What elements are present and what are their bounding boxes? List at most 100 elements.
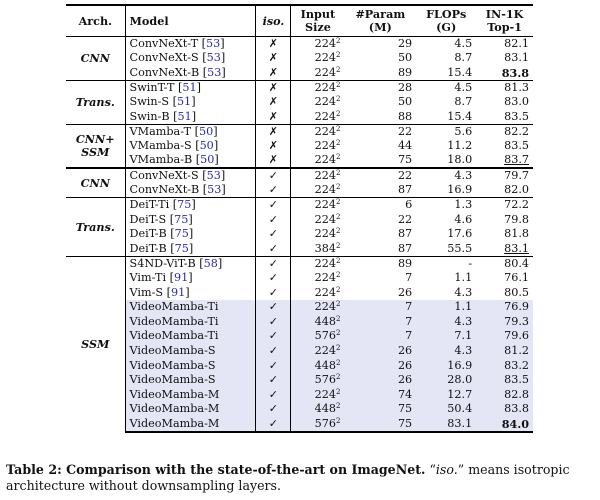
- citation-link[interactable]: 75: [177, 198, 192, 212]
- citation-link[interactable]: 50: [200, 153, 215, 167]
- flops-cell: 15.4: [447, 65, 473, 79]
- citation-link[interactable]: 51: [182, 80, 197, 94]
- iso-cell: ✓: [255, 358, 292, 373]
- model-cell: VideoMamba-Ti: [125, 314, 256, 330]
- citation-link[interactable]: 50: [198, 124, 214, 138]
- top1-cell: 82.1: [504, 37, 529, 51]
- citation-link[interactable]: 75: [174, 241, 189, 255]
- input-size-cell: 4482: [290, 314, 345, 330]
- table-row: Vim-S [91] ✓ 2242 26 4.3 80.5: [66, 285, 533, 300]
- input-size-cell: 2242: [314, 37, 341, 51]
- table-row: ConvNeXt-B [53] ✗ 2242 89 15.4 83.8: [66, 65, 533, 81]
- iso-cell: ✗: [255, 153, 292, 169]
- top1-cell: 79.3: [476, 314, 533, 330]
- param-cell: 22: [344, 167, 417, 184]
- citation-link[interactable]: 75: [174, 227, 189, 241]
- table-row: Trans. SwinT-T [51] ✗ 2242 28 4.5 81.3: [66, 79, 533, 125]
- citation-link[interactable]: 53: [207, 183, 222, 197]
- iso-cell: ✓: [255, 300, 292, 315]
- top1-cell: 80.4: [476, 255, 533, 271]
- input-size-cell: 2242: [314, 95, 341, 109]
- top1-cell: 83.1: [504, 241, 529, 255]
- citation-link[interactable]: 53: [206, 51, 221, 65]
- header-flops: FLOPs (G): [426, 7, 467, 34]
- model-cell: VideoMamba-M: [125, 416, 256, 433]
- iso-cell: ✗: [255, 79, 292, 95]
- model-cell: VideoMamba-Ti: [125, 300, 256, 315]
- model-cell: S4ND-ViT-B [58]: [125, 255, 256, 271]
- param-cell: 26: [344, 343, 417, 359]
- input-size-cell: 2242: [290, 123, 345, 139]
- header-param: #Param (M): [355, 7, 406, 34]
- arch-cell: Trans.: [66, 197, 126, 257]
- top1-cell: 81.8: [504, 227, 529, 241]
- iso-cell: ✓: [255, 285, 292, 300]
- caption-term: iso.: [435, 462, 458, 477]
- param-cell: 44: [397, 138, 413, 152]
- model-cell: DeiT-S [75]: [129, 212, 193, 226]
- citation-link[interactable]: 91: [170, 285, 186, 299]
- param-cell: 26: [344, 358, 417, 373]
- citation-link[interactable]: 58: [203, 256, 218, 270]
- model-cell: Vim-S [91]: [129, 285, 190, 299]
- iso-cell: ✗: [255, 123, 292, 139]
- iso-cell: ✓: [255, 416, 292, 433]
- iso-cell: ✓: [255, 227, 292, 242]
- citation-link[interactable]: 53: [207, 65, 222, 79]
- flops-cell: 8.7: [454, 95, 473, 109]
- input-size-cell: 3842: [314, 241, 341, 255]
- model-cell: VideoMamba-Ti: [125, 329, 256, 344]
- caption-text: means isotropic architecture without dow…: [6, 462, 570, 493]
- top1-cell: 83.0: [504, 95, 529, 109]
- citation-link[interactable]: 50: [199, 138, 214, 152]
- caption-quote-open: “: [429, 462, 436, 477]
- arch-cell: CNN+ SSM: [66, 123, 126, 169]
- param-cell: 22: [397, 212, 413, 226]
- table-row: VideoMamba-Ti ✓ 5762 7 7.1 79.6: [66, 329, 533, 344]
- arch-cell: CNN: [66, 167, 126, 198]
- flops-cell: 5.6: [416, 123, 477, 139]
- model-cell: VMamba-S [50]: [129, 138, 219, 152]
- citation-link[interactable]: 51: [176, 95, 192, 109]
- citation-link[interactable]: 53: [206, 37, 221, 51]
- arch-cell: Trans.: [66, 79, 126, 125]
- input-size-cell: 2242: [314, 183, 341, 197]
- input-size-cell: 2242: [290, 300, 345, 315]
- citation-link[interactable]: 75: [174, 212, 189, 226]
- input-size-cell: 2242: [314, 271, 341, 285]
- citation-link[interactable]: 91: [173, 271, 189, 285]
- model-cell: Swin-B [51]: [129, 109, 197, 123]
- table-row: ConvNeXt-B [53] ✓ 2242 87 16.9 82.0: [66, 183, 533, 198]
- header-arch: Arch.: [66, 5, 126, 37]
- param-cell: 6: [344, 197, 417, 213]
- input-size-cell: 2242: [314, 212, 341, 226]
- input-size-cell: 2242: [290, 197, 345, 213]
- input-size-cell: 2242: [314, 227, 341, 241]
- table-row: CNN ConvNeXt-T [53] ✗ 2242 29 4.5 82.1: [66, 36, 533, 81]
- table-row: Trans. DeiT-Ti [75] ✓ 2242 6 1.3 72.2: [66, 197, 533, 257]
- iso-cell: ✓: [255, 212, 292, 228]
- top1-cell: 72.2: [476, 197, 533, 213]
- table-row: VideoMamba-M ✓ 5762 75 83.1 84.0: [66, 416, 533, 433]
- param-cell: 75: [344, 416, 417, 433]
- citation-link[interactable]: 53: [206, 169, 221, 183]
- table-row: CNN+ SSM VMamba-T [50] ✗ 2242 22 5.6 82.2: [66, 123, 533, 169]
- input-size-cell: 2242: [314, 109, 341, 123]
- model-cell: VideoMamba-S: [125, 372, 256, 388]
- model-cell: ConvNeXt-S [53]: [129, 51, 226, 65]
- param-cell: 50: [397, 95, 413, 109]
- param-cell: 75: [397, 153, 413, 167]
- table-row: SSM S4ND-ViT-B [58] ✓ 2242 89-80.4: [66, 255, 533, 432]
- flops-cell: 4.3: [454, 285, 473, 299]
- citation-link[interactable]: 51: [177, 109, 192, 123]
- input-size-cell: 4482: [290, 402, 345, 417]
- model-cell: VideoMamba-S: [125, 343, 256, 359]
- header-input-size: Input Size: [300, 7, 336, 34]
- top1-cell: 79.7: [476, 167, 533, 184]
- param-cell: 29: [397, 37, 413, 51]
- param-cell: 87: [397, 227, 413, 241]
- iso-cell: ✗: [255, 65, 292, 81]
- flops-cell: 1.3: [416, 197, 477, 213]
- input-size-cell: 2242: [290, 387, 345, 403]
- input-size-cell: 2242: [290, 167, 345, 184]
